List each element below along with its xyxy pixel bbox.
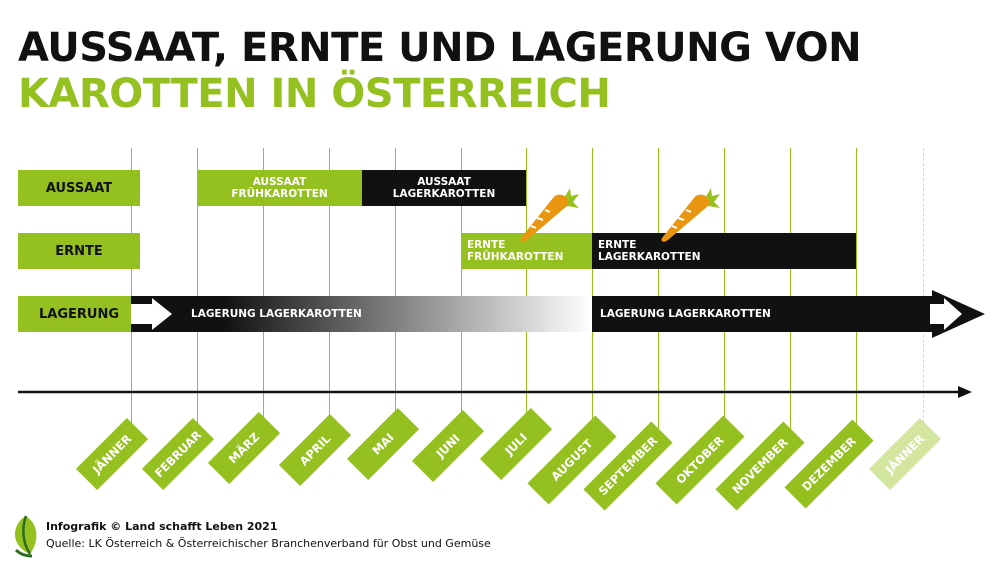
- title-line-2: KAROTTEN IN ÖSTERREICH: [18, 71, 611, 117]
- bar-label-line-2: FRÜHKAROTTEN: [467, 251, 564, 263]
- timeline-arrowhead-icon: [958, 386, 972, 398]
- month-gridline: [790, 148, 791, 438]
- bar-label-line-1: AUSSAAT: [417, 176, 471, 188]
- white-end-arrow-icon: [930, 298, 962, 330]
- title-line-1: AUSSAAT, ERNTE UND LAGERUNG VON: [18, 25, 862, 71]
- month-gridline: [856, 148, 857, 438]
- bar-ernte-lagerkarotten: ERNTE LAGERKAROTTEN: [592, 233, 856, 269]
- bar-lagerung-fading: LAGERUNG LAGERKAROTTEN: [131, 296, 592, 332]
- bar-aussaat-fruehkarotten: AUSSAAT FRÜHKAROTTEN: [197, 170, 362, 206]
- bar-label-line-2: LAGERKAROTTEN: [598, 251, 701, 263]
- carrot-icon: [520, 188, 579, 242]
- bar-label-line-2: LAGERKAROTTEN: [392, 188, 496, 200]
- row-label-aussaat: AUSSAAT: [18, 170, 140, 206]
- bar-lagerung-lagerkarotten: LAGERUNG LAGERKAROTTEN: [592, 296, 932, 332]
- bar-label-line-1: ERNTE: [598, 239, 637, 251]
- month-gridline: [329, 148, 330, 438]
- leaf-logo-icon: [14, 515, 37, 558]
- month-gridline: [526, 148, 527, 438]
- white-start-arrow-icon: [131, 298, 172, 330]
- bar-label-line-1: ERNTE: [467, 239, 506, 251]
- footer-source: Quelle: LK Österreich & Österreichischer…: [46, 537, 491, 550]
- month-gridline: [923, 148, 924, 438]
- bar-label-line-2: FRÜHKAROTTEN: [231, 188, 328, 200]
- month-gridline: [263, 148, 264, 438]
- month-gridline: [395, 148, 396, 438]
- bar-label: LAGERUNG LAGERKAROTTEN: [600, 308, 771, 320]
- month-gridline: [592, 148, 593, 438]
- month-gridline: [131, 148, 132, 438]
- month-gridline: [658, 148, 659, 438]
- carrot-icon: [661, 188, 720, 242]
- bar-aussaat-lagerkarotten: AUSSAAT LAGERKAROTTEN: [362, 170, 526, 206]
- month-gridline: [724, 148, 725, 438]
- bar-label: LAGERUNG LAGERKAROTTEN: [191, 308, 362, 320]
- month-gridline: [197, 148, 198, 438]
- bar-label-line-1: AUSSAAT: [252, 176, 307, 188]
- month-gridline: [461, 148, 462, 438]
- footer-credit: Infografik © Land schafft Leben 2021: [46, 520, 278, 533]
- row-label-lagerung: LAGERUNG: [18, 296, 140, 332]
- row-label-ernte: ERNTE: [18, 233, 140, 269]
